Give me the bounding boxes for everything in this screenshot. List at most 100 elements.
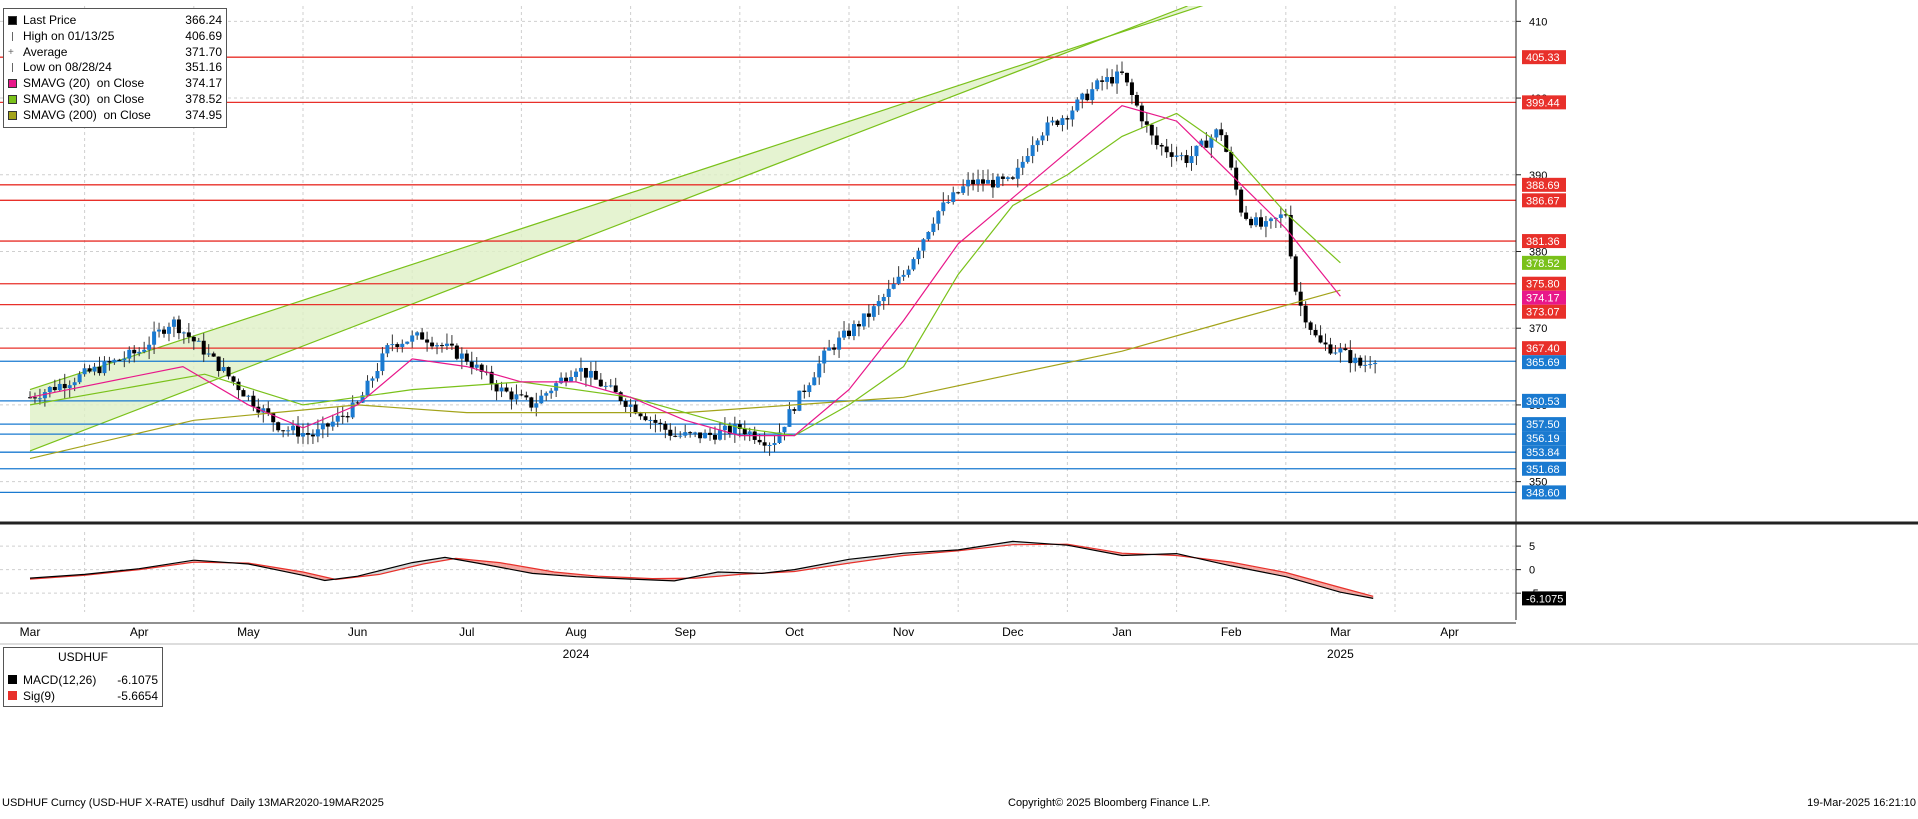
candle-up — [1026, 156, 1030, 162]
candle-down — [162, 330, 166, 334]
x-tick-label: Dec — [1002, 625, 1023, 639]
candle-up — [475, 365, 479, 368]
candle-up — [609, 385, 613, 386]
candle-up — [1214, 129, 1218, 137]
candle-up — [222, 367, 226, 371]
candle-up — [703, 433, 707, 438]
candle-up — [127, 350, 131, 359]
candle-up — [366, 381, 370, 396]
axis-value-tag-label: 374.17 — [1526, 293, 1560, 305]
candle-up — [147, 345, 151, 350]
candle-up — [574, 372, 578, 377]
candle-down — [465, 354, 469, 362]
legend-label: Last Price — [23, 13, 185, 28]
candle-up — [892, 284, 896, 289]
y-tick-label: 410 — [1529, 16, 1547, 28]
candle-down — [524, 395, 528, 397]
candle-up — [1175, 156, 1179, 157]
axis-value-tag-label: 386.67 — [1526, 195, 1560, 207]
legend-label: High on 01/13/25 — [23, 29, 185, 44]
candle-down — [624, 401, 628, 407]
candle-up — [370, 378, 374, 380]
candle-up — [539, 396, 543, 404]
candle-up — [648, 420, 652, 421]
candle-up — [773, 443, 777, 445]
candle-up — [718, 430, 722, 440]
candle-down — [971, 180, 975, 184]
signal-swatch — [8, 691, 17, 700]
legend-value: 366.24 — [185, 13, 222, 28]
candle-down — [1185, 155, 1189, 163]
footer-security: USDHUF Curncy (USD-HUF X-RATE) usdhuf Da… — [2, 797, 384, 809]
candle-up — [683, 432, 687, 435]
candle-down — [1011, 177, 1015, 178]
legend-swatch — [12, 32, 17, 41]
candle-up — [500, 388, 504, 392]
candle-up — [629, 405, 633, 407]
axis-value-tag-label: 375.80 — [1526, 279, 1560, 291]
candle-up — [1031, 145, 1035, 156]
candle-down — [673, 436, 677, 437]
candle-up — [415, 332, 419, 335]
candle-up — [1373, 363, 1377, 364]
candle-up — [1006, 177, 1010, 179]
candle-down — [663, 424, 667, 430]
candle-down — [867, 313, 871, 316]
candle-up — [569, 377, 573, 381]
candle-up — [862, 313, 866, 326]
candle-up — [400, 344, 404, 347]
candle-up — [887, 289, 891, 297]
candle-up — [822, 351, 826, 364]
candle-down — [1170, 152, 1174, 157]
candle-down — [276, 422, 280, 430]
macd-value: -6.1075 — [117, 673, 158, 687]
legend-label: SMAVG (30) on Close — [23, 92, 185, 107]
candle-up — [112, 360, 116, 363]
candle-down — [1160, 145, 1164, 147]
signal-legend-row: Sig(9) -5.6654 — [8, 688, 158, 703]
signal-label: Sig(9) — [23, 689, 117, 703]
candle-down — [227, 367, 231, 376]
candle-up — [336, 416, 340, 422]
candle-up — [157, 330, 161, 332]
candle-down — [425, 340, 429, 343]
candle-up — [723, 426, 727, 430]
candle-up — [197, 341, 201, 342]
candle-down — [1204, 141, 1208, 148]
candle-up — [316, 429, 320, 436]
candle-down — [450, 344, 454, 346]
candle-up — [1041, 136, 1045, 141]
x-tick-label: Mar — [20, 625, 41, 639]
candle-down — [519, 394, 523, 395]
x-tick-label: May — [237, 625, 260, 639]
candle-down — [281, 430, 285, 431]
candle-up — [1264, 221, 1268, 227]
candle-up — [1090, 89, 1094, 100]
candle-down — [1259, 217, 1263, 226]
candle-up — [827, 347, 831, 350]
candle-up — [1051, 121, 1055, 123]
legend-swatch — [8, 95, 17, 104]
legend-value: 351.16 — [185, 60, 222, 75]
candle-down — [420, 332, 424, 339]
candle-down — [232, 376, 236, 381]
candle-up — [122, 359, 126, 361]
x-tick-label: Feb — [1221, 625, 1242, 639]
candle-down — [53, 387, 57, 390]
candle-down — [653, 420, 657, 423]
legend-value: 406.69 — [185, 29, 222, 44]
x-tick-label: Aug — [565, 625, 586, 639]
axis-value-tag-label: 353.84 — [1526, 447, 1560, 459]
candle-down — [251, 396, 255, 407]
candle-down — [1065, 118, 1069, 119]
candle-down — [713, 435, 717, 440]
candle-up — [58, 384, 62, 390]
candle-up — [460, 354, 464, 359]
candle-down — [346, 416, 350, 417]
candle-down — [1309, 322, 1313, 329]
candle-up — [852, 324, 856, 336]
candle-up — [902, 275, 906, 277]
